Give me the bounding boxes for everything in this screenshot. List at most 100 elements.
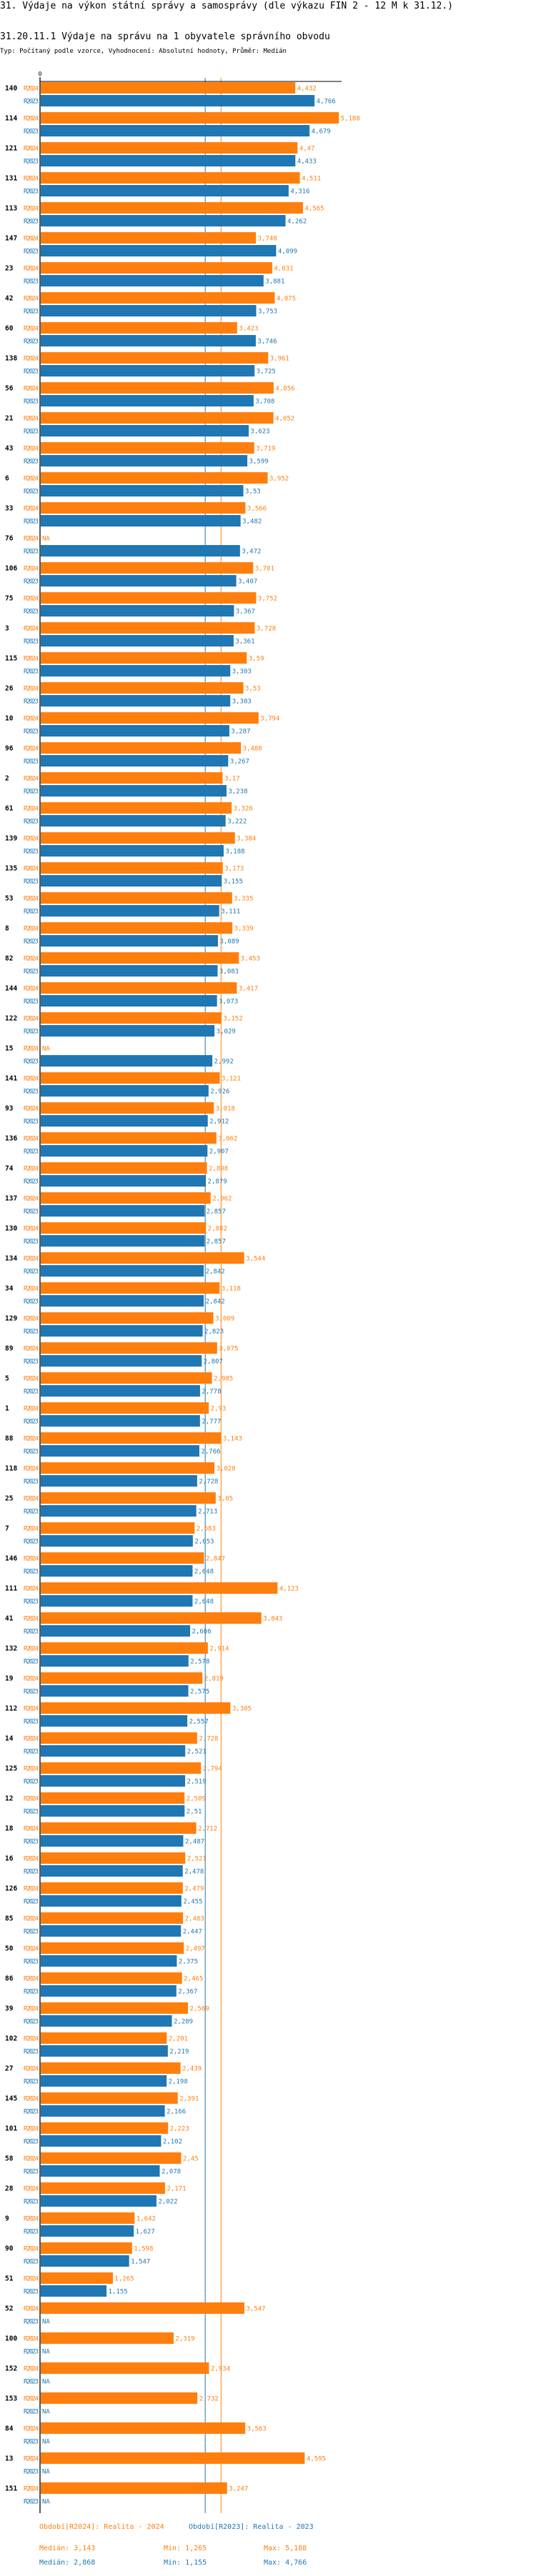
bar-r2023 (41, 125, 310, 136)
series-label: R2023 (24, 1869, 39, 1876)
na-label: NA (42, 2439, 50, 2446)
series-label: R2023 (24, 579, 39, 586)
bar-r2023 (41, 185, 289, 196)
series-label: R2023 (24, 1329, 39, 1336)
bar-r2023 (41, 815, 226, 827)
category-label: 132 (5, 1645, 17, 1653)
data-label: 3,335 (234, 896, 253, 903)
series-label: R2024 (24, 2126, 39, 2133)
category-label: 15 (5, 1045, 14, 1053)
category-label: 34 (5, 1285, 14, 1293)
series-label: R2023 (24, 1209, 39, 1216)
data-label: 2,102 (163, 2139, 182, 2146)
series-label: R2023 (24, 1149, 39, 1156)
series-label: R2024 (24, 1166, 39, 1173)
series-label: R2024 (24, 296, 39, 303)
na-label: NA (42, 2469, 50, 2476)
category-label: 13 (5, 2455, 14, 2463)
data-label: 3,143 (223, 1436, 242, 1443)
data-label: 3,728 (257, 626, 276, 633)
data-label: 1,642 (137, 2216, 156, 2223)
bar-r2023 (41, 395, 254, 406)
bar-r2023 (41, 215, 286, 226)
data-label: 1,627 (136, 2229, 155, 2236)
series-label: R2023 (24, 1689, 39, 1696)
series-label: R2024 (24, 1556, 39, 1563)
category-label: 125 (5, 1765, 17, 1773)
data-label: 2,519 (187, 1779, 207, 1786)
series-label: R2024 (24, 2216, 39, 2223)
category-label: 21 (5, 415, 14, 423)
bar-r2024 (41, 1612, 262, 1624)
data-label: 3,089 (219, 939, 239, 946)
bar-r2024 (41, 2362, 209, 2374)
series-label: R2024 (24, 1676, 39, 1683)
bar-r2024 (41, 2482, 227, 2494)
category-label: 106 (5, 565, 17, 573)
series-label: R2024 (24, 2306, 39, 2313)
data-label: 3,384 (237, 836, 256, 843)
page-title: 31. Výdaje na výkon státní správy a samo… (0, 1, 453, 11)
bar-r2023 (41, 1895, 182, 1907)
data-label: 4,262 (287, 219, 307, 226)
bar-r2023 (41, 1235, 205, 1247)
series-label: R2024 (24, 2336, 39, 2343)
data-label: 3,326 (234, 806, 253, 813)
data-label: 3,339 (234, 926, 254, 933)
data-label: 2,712 (198, 1826, 217, 1833)
series-label: R2023 (24, 1509, 39, 1516)
series-label: R2024 (24, 236, 39, 243)
data-label: 2,648 (194, 1599, 214, 1606)
bar-r2023 (41, 1385, 200, 1397)
series-label: R2024 (24, 1016, 39, 1023)
bar-r2024 (41, 2242, 132, 2254)
data-label: 2,819 (204, 1676, 224, 1683)
category-label: 9 (5, 2215, 9, 2223)
category-label: 147 (5, 235, 17, 243)
bar-r2024 (41, 742, 242, 754)
series-label: R2023 (24, 189, 39, 196)
data-label: 3,752 (258, 596, 277, 603)
series-label: R2024 (24, 1916, 39, 1923)
series-label: R2024 (24, 1706, 39, 1713)
category-label: 96 (5, 745, 14, 753)
data-label: 3,423 (239, 326, 258, 333)
series-label: R2023 (24, 1749, 39, 1756)
category-label: 101 (5, 2125, 17, 2133)
series-label: R2023 (24, 1389, 39, 1396)
data-label: 3,488 (243, 746, 262, 753)
series-label: R2024 (24, 1436, 39, 1443)
category-label: 8 (5, 925, 9, 933)
data-label: 2,521 (187, 1856, 207, 1863)
data-label: 3,062 (218, 1136, 237, 1143)
data-label: 2,439 (182, 2066, 202, 2073)
data-label: 2,778 (202, 1389, 221, 1396)
series-label: R2023 (24, 1059, 39, 1066)
series-label: R2024 (24, 1286, 39, 1293)
series-label: R2023 (24, 2289, 39, 2296)
category-label: 141 (5, 1075, 17, 1083)
bar-r2023 (41, 305, 257, 316)
series-label: R2023 (24, 759, 39, 766)
category-label: 50 (5, 1945, 14, 1953)
data-label: 3,708 (255, 399, 274, 406)
data-label: 1,265 (114, 2276, 134, 2283)
bar-r2023 (41, 1415, 200, 1427)
series-label: R2023 (24, 2049, 39, 2056)
category-label: 121 (5, 145, 17, 153)
series-label: R2023 (24, 1899, 39, 1906)
bar-r2023 (41, 1205, 205, 1217)
bar-r2024 (41, 2002, 189, 2014)
bar-r2024 (41, 232, 257, 244)
category-label: 43 (5, 445, 14, 453)
data-label: 2,934 (211, 2366, 230, 2373)
data-label: 3,173 (224, 866, 244, 873)
series-label: R2024 (24, 2186, 39, 2193)
bar-r2024 (41, 592, 257, 604)
legend-r2023: Období[R2023]: Realita - 2023 (189, 2523, 314, 2531)
series-label: R2024 (24, 566, 39, 573)
bar-r2023 (41, 1265, 204, 1277)
data-label: 3,075 (219, 1346, 238, 1353)
series-label: R2023 (24, 519, 39, 526)
category-label: 23 (5, 265, 14, 273)
